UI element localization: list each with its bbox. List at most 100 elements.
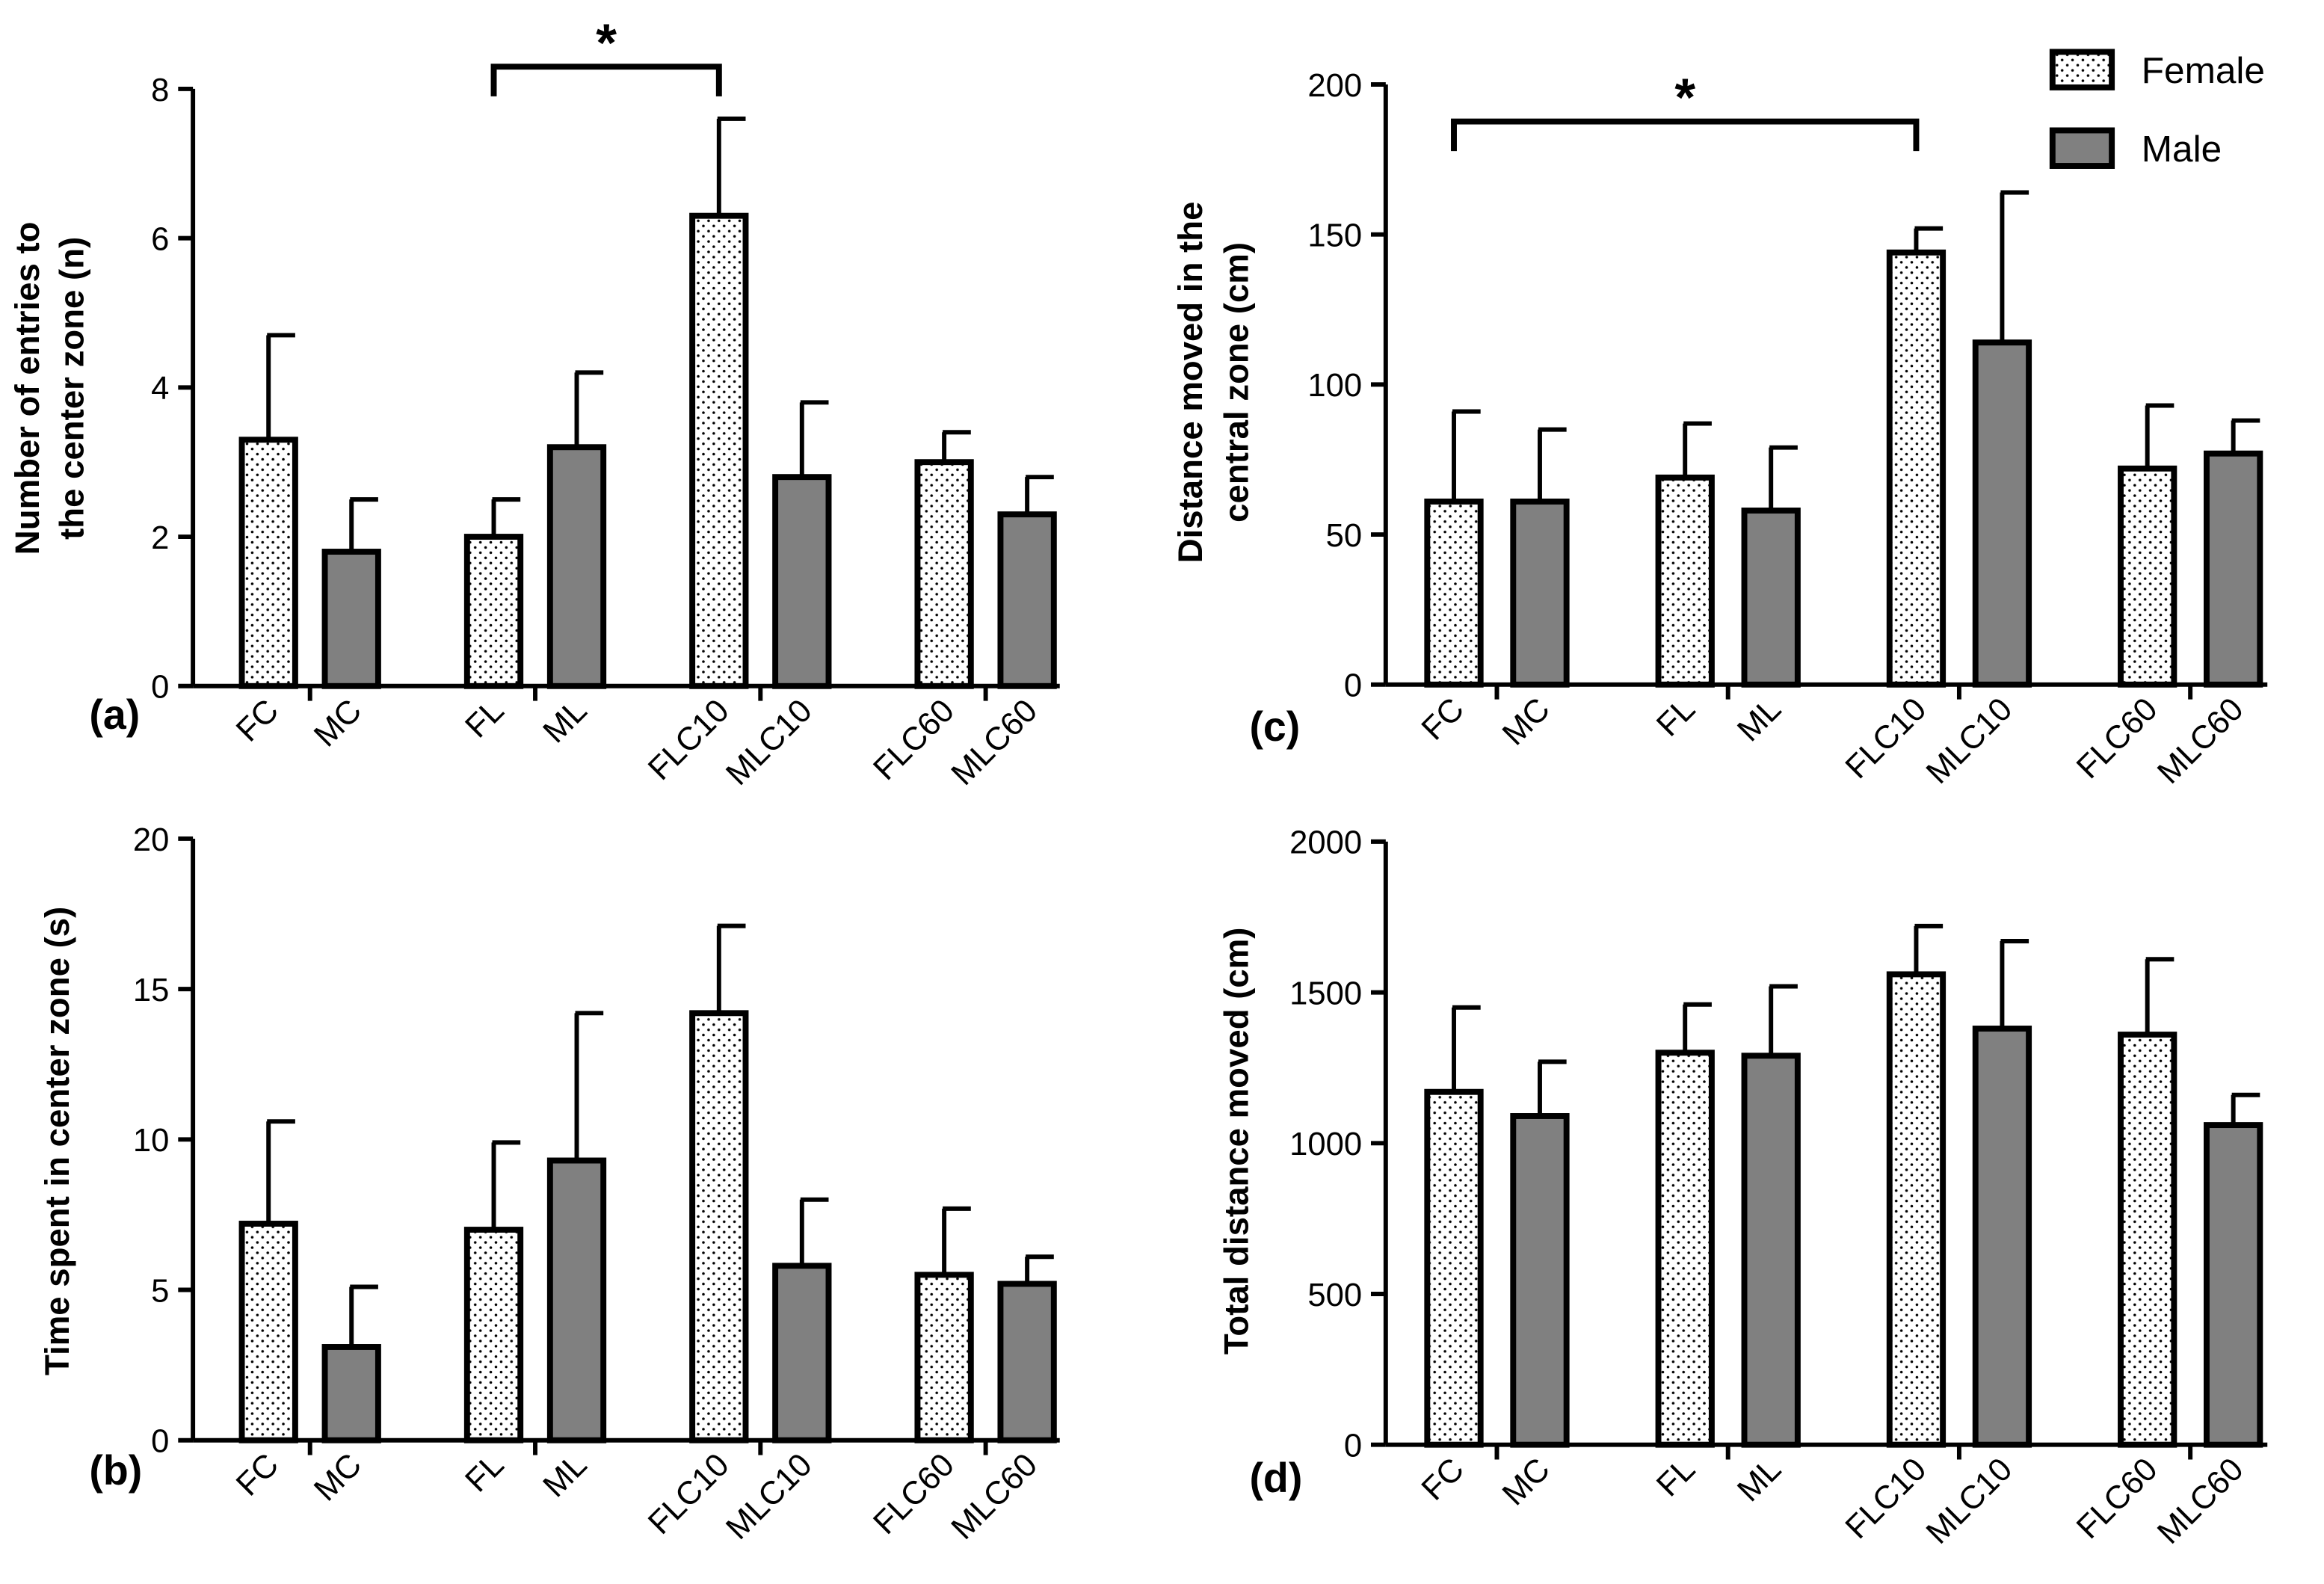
x-tick-label: FLC60 [2070, 1451, 2164, 1545]
panel-label: (b) [89, 1447, 142, 1494]
x-tick-label: FC [229, 1447, 286, 1503]
bar [463, 534, 524, 689]
bar [1655, 1050, 1715, 1448]
y-tick-label: 5 [151, 1273, 169, 1309]
x-tick-label: MLC60 [2151, 1451, 2250, 1550]
y-tick-label: 15 [133, 973, 170, 1008]
y-tick-label: 0 [1344, 1429, 1362, 1464]
bar [238, 1221, 298, 1443]
y-tick-label: 6 [151, 222, 169, 258]
x-tick-label: FLC60 [867, 693, 961, 787]
bar [689, 212, 749, 689]
bar [997, 511, 1057, 689]
x-tick-label: FL [459, 693, 511, 745]
x-tick-label: FLC60 [867, 1447, 961, 1541]
bar [689, 1010, 749, 1443]
x-tick-label: ML [1730, 691, 1788, 749]
x-tick-label: FLC10 [641, 1447, 736, 1541]
x-tick-label: FLC60 [2070, 691, 2164, 786]
bar [1741, 508, 1801, 688]
panel-label: (c) [1249, 703, 1300, 750]
x-tick-label: MC [1496, 691, 1557, 753]
x-tick-label: ML [537, 693, 594, 751]
x-tick-label: FC [1415, 1451, 1471, 1507]
bar [914, 1272, 974, 1443]
y-tick-label: 500 [1307, 1278, 1362, 1313]
x-tick-label: MC [1496, 1451, 1557, 1512]
x-tick-label: MLC10 [719, 1447, 819, 1547]
x-tick-label: FLC10 [1839, 1451, 1933, 1545]
y-axis-label: Total distance moved (cm) [1218, 928, 1256, 1355]
y-tick-label: 200 [1307, 68, 1362, 104]
x-tick-label: MC [307, 693, 369, 754]
legend-swatch [2049, 127, 2115, 169]
bar [1510, 498, 1570, 688]
legend-swatch [2049, 49, 2115, 90]
y-axis-label: the center zone (n) [53, 237, 91, 540]
y-tick-label: 0 [1344, 668, 1362, 704]
x-tick-label: FC [1415, 691, 1471, 748]
bar [238, 437, 298, 689]
bar [1510, 1113, 1570, 1448]
x-tick-label: FC [229, 693, 286, 749]
significance-mark: * [596, 13, 617, 73]
x-tick-label: MLC60 [2151, 691, 2250, 791]
bar [463, 1227, 524, 1443]
bar [772, 1263, 832, 1443]
bar [1972, 1026, 2032, 1448]
x-tick-label: ML [1730, 1451, 1788, 1509]
bar [1655, 474, 1715, 688]
bar [1886, 249, 1947, 688]
y-tick-label: 0 [151, 1424, 169, 1460]
legend-label: Female [2142, 49, 2265, 91]
x-tick-label: ML [537, 1447, 594, 1505]
y-tick-label: 20 [133, 822, 170, 858]
y-axis-label: Time spent in center zone (s) [38, 907, 76, 1375]
x-tick-label: FLC10 [1839, 691, 1933, 786]
bar [2118, 1032, 2177, 1448]
bar [1741, 1053, 1801, 1448]
bar [772, 474, 832, 689]
legend-label: Male [2142, 128, 2222, 170]
bar [1424, 498, 1484, 688]
x-tick-label: MLC60 [945, 1447, 1044, 1547]
y-tick-label: 4 [151, 371, 169, 407]
y-tick-label: 0 [151, 670, 169, 706]
bar [2204, 450, 2263, 688]
y-axis-label: central zone (cm) [1218, 242, 1256, 523]
panel-label: (a) [89, 691, 140, 738]
y-axis-label: Number of entries to [8, 221, 46, 555]
y-tick-label: 100 [1307, 368, 1362, 404]
y-tick-label: 10 [133, 1123, 170, 1159]
y-tick-label: 1000 [1289, 1127, 1362, 1162]
x-tick-label: MC [307, 1447, 369, 1509]
y-tick-label: 150 [1307, 218, 1362, 254]
panel-label: (d) [1249, 1455, 1302, 1501]
bar [2204, 1122, 2263, 1448]
y-tick-label: 50 [1326, 518, 1363, 554]
x-tick-label: FLC10 [641, 693, 736, 787]
bar [1886, 971, 1947, 1448]
bar [321, 549, 381, 689]
x-tick-label: FL [459, 1447, 511, 1500]
bar [321, 1344, 381, 1443]
bar [1424, 1088, 1484, 1448]
y-tick-label: 1500 [1289, 976, 1362, 1011]
x-tick-label: FL [1650, 1451, 1702, 1503]
bar [914, 459, 974, 689]
bar [2118, 465, 2177, 688]
x-tick-label: MLC60 [945, 693, 1044, 792]
y-tick-label: 2 [151, 520, 169, 556]
bar [546, 1157, 607, 1443]
x-tick-label: MLC10 [1920, 1451, 2019, 1550]
x-tick-label: MLC10 [719, 693, 819, 792]
significance-mark: * [1674, 68, 1695, 128]
significance-bracket [1451, 118, 1920, 152]
bar [546, 444, 607, 689]
bar [997, 1281, 1057, 1443]
y-tick-label: 2000 [1289, 825, 1362, 861]
y-axis-label: Distance moved in the [1171, 202, 1209, 564]
bar [1972, 339, 2032, 688]
significance-bracket [490, 64, 722, 96]
x-tick-label: FL [1650, 691, 1702, 744]
